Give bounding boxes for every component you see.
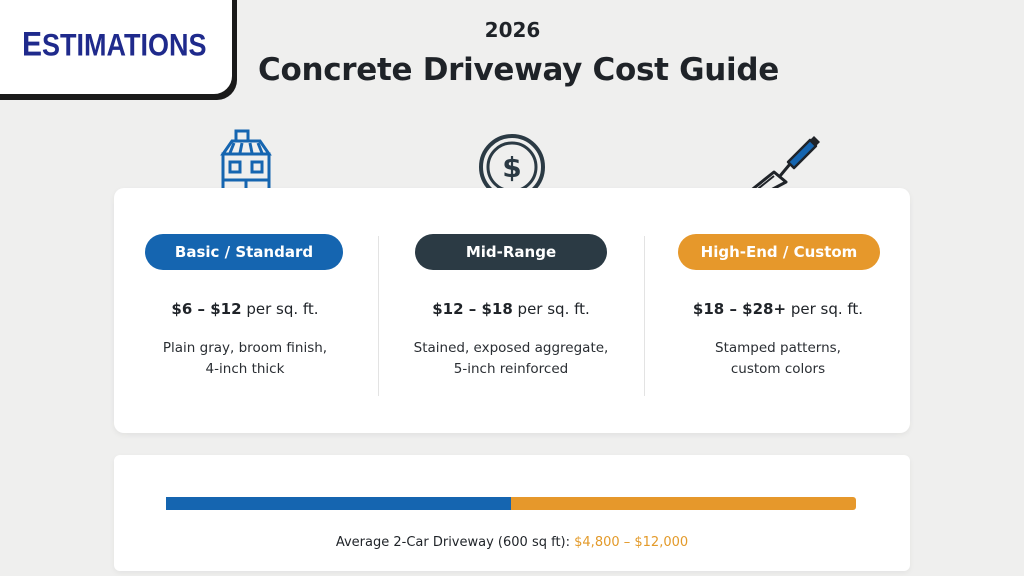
tier-high-desc-line1: Stamped patterns,: [715, 340, 841, 356]
tier-high-unit: per sq. ft.: [786, 300, 864, 318]
tier-mid-unit: per sq. ft.: [512, 300, 590, 318]
tier-basic-pill[interactable]: Basic / Standard: [145, 234, 343, 270]
average-summary: Average 2-Car Driveway (600 sq ft): $4,8…: [114, 535, 910, 550]
tier-high-label: High-End / Custom: [700, 243, 858, 261]
cost-bar-high: [511, 497, 856, 510]
tier-mid-pill[interactable]: Mid-Range: [415, 234, 607, 270]
cost-bar-low: [166, 497, 511, 510]
tier-mid-description: Stained, exposed aggregate, 5-inch reinf…: [380, 338, 642, 380]
average-label: Average 2-Car Driveway (600 sq ft):: [335, 535, 575, 550]
tier-basic-description: Plain gray, broom finish, 4-inch thick: [114, 338, 376, 380]
tier-basic-price-range: $6 – $12: [171, 300, 242, 318]
tier-high-price: $18 – $28+ per sq. ft.: [646, 300, 910, 318]
tier-high-pill[interactable]: High-End / Custom: [678, 234, 880, 270]
tier-mid-desc-line1: Stained, exposed aggregate,: [413, 340, 609, 356]
svg-text:$: $: [502, 151, 521, 184]
tiers-card: Basic / Standard $6 – $12 per sq. ft. Pl…: [114, 188, 910, 433]
tier-basic-price: $6 – $12 per sq. ft.: [114, 300, 376, 318]
tier-high-description: Stamped patterns, custom colors: [646, 338, 910, 380]
tier-basic-desc-line1: Plain gray, broom finish,: [162, 340, 328, 356]
tier-high-desc-line2: custom colors: [730, 361, 826, 377]
tier-mid-desc-line2: 5-inch reinforced: [453, 361, 569, 377]
tier-basic-desc-line2: 4-inch thick: [205, 361, 285, 377]
brand-logo[interactable]: ESTIMATIONS: [22, 25, 207, 64]
average-range: $4,800 – $12,000: [574, 535, 689, 550]
tier-mid-label: Mid-Range: [465, 243, 557, 261]
tier-mid-price: $12 – $18 per sq. ft.: [380, 300, 642, 318]
logo-word: STIMATIONS: [42, 27, 207, 63]
divider: [644, 236, 645, 396]
tier-mid-price-range: $12 – $18: [432, 300, 513, 318]
average-card: Average 2-Car Driveway (600 sq ft): $4,8…: [114, 455, 910, 571]
logo-box: ESTIMATIONS: [0, 0, 234, 96]
logo-letter: E: [22, 25, 43, 64]
page-title: Concrete Driveway Cost Guide: [258, 52, 779, 88]
divider: [378, 236, 379, 396]
tier-basic-label: Basic / Standard: [174, 243, 314, 261]
tier-basic-unit: per sq. ft.: [241, 300, 319, 318]
year-label: 2026: [484, 18, 541, 42]
tier-high-price-range: $18 – $28+: [692, 300, 787, 318]
